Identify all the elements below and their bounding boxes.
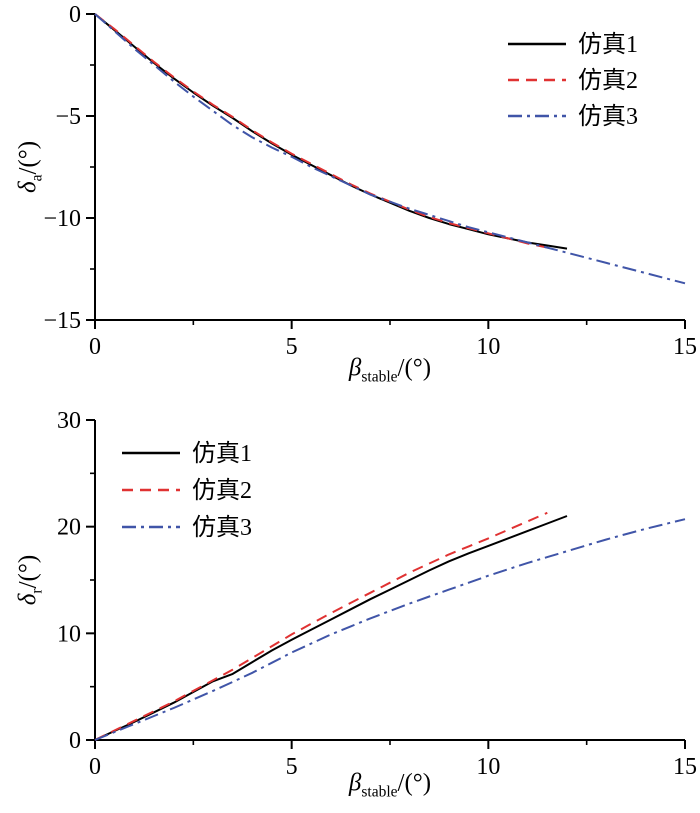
x-tick-label: 10 (476, 754, 500, 780)
y-axis-title-delta-a: δa/(°) (14, 140, 46, 194)
y-tick-label: 20 (57, 515, 81, 541)
x-axis-title-top: βstable/(°) (349, 355, 431, 385)
y-axis-symbol: δ (14, 181, 42, 194)
x-axis-subscript: stable (361, 783, 398, 801)
chart-delta-a-canvas: 0 5 10 15 0 −5 −10 −15 仿真1 仿真2 仿真3 (43, 2, 697, 360)
x-axis-subscript: stable (361, 368, 398, 386)
x-axis-unit: /(°) (397, 769, 432, 797)
chart-delta-r: 0 5 10 15 0 10 20 30 仿真1 仿真2 仿真3 δr/(°) βstable/(°… (0, 400, 700, 813)
series-line-2 (94, 518, 686, 741)
x-tick-label: 5 (286, 754, 298, 780)
y-tick-label: 30 (57, 408, 81, 434)
y-tick-label: −15 (43, 308, 81, 334)
legend-label-1: 仿真2 (192, 477, 252, 504)
axis-spines (94, 420, 685, 741)
chart-delta-a: 0 5 10 15 0 −5 −10 −15 仿真1 仿真2 仿真3 δa/(°) βstable/… (0, 0, 700, 400)
x-tick-label: 10 (476, 334, 500, 360)
x-axis-symbol: β (348, 769, 362, 797)
x-axis-symbol: β (348, 354, 362, 382)
y-tick-label: −10 (43, 206, 81, 232)
legend-label-1: 仿真2 (578, 67, 638, 94)
legend-label-2: 仿真3 (578, 103, 638, 130)
y-axis-symbol: δ (14, 593, 42, 606)
x-tick-label: 0 (89, 334, 101, 360)
x-tick-label: 0 (89, 754, 101, 780)
y-axis-subscript: r (28, 588, 46, 594)
y-axis-unit: /(°) (14, 140, 42, 175)
y-tick-label: −5 (55, 104, 81, 130)
y-tick-label: 0 (69, 2, 81, 28)
legend-label-2: 仿真3 (192, 514, 252, 541)
series-line-0 (94, 13, 568, 250)
y-tick-label: 10 (57, 621, 81, 647)
chart-delta-r-canvas: 0 5 10 15 0 10 20 30 仿真1 仿真2 仿真3 (57, 408, 697, 780)
series-line-2 (94, 13, 686, 285)
x-tick-label: 15 (673, 334, 697, 360)
axis-spines (94, 14, 685, 321)
x-axis-title-bottom: βstable/(°) (349, 770, 431, 800)
legend-label-0: 仿真1 (192, 440, 252, 467)
y-axis-title-delta-r: δr/(°) (14, 554, 46, 606)
y-axis-unit: /(°) (14, 554, 42, 589)
series-line-1 (94, 13, 548, 249)
x-tick-label: 15 (673, 754, 697, 780)
x-axis-unit: /(°) (397, 354, 432, 382)
series-line-1 (94, 511, 548, 741)
y-tick-label: 0 (69, 728, 81, 754)
y-axis-subscript: a (28, 174, 46, 182)
x-tick-label: 5 (286, 334, 298, 360)
legend-label-0: 仿真1 (578, 31, 638, 58)
series-line-0 (94, 515, 568, 741)
